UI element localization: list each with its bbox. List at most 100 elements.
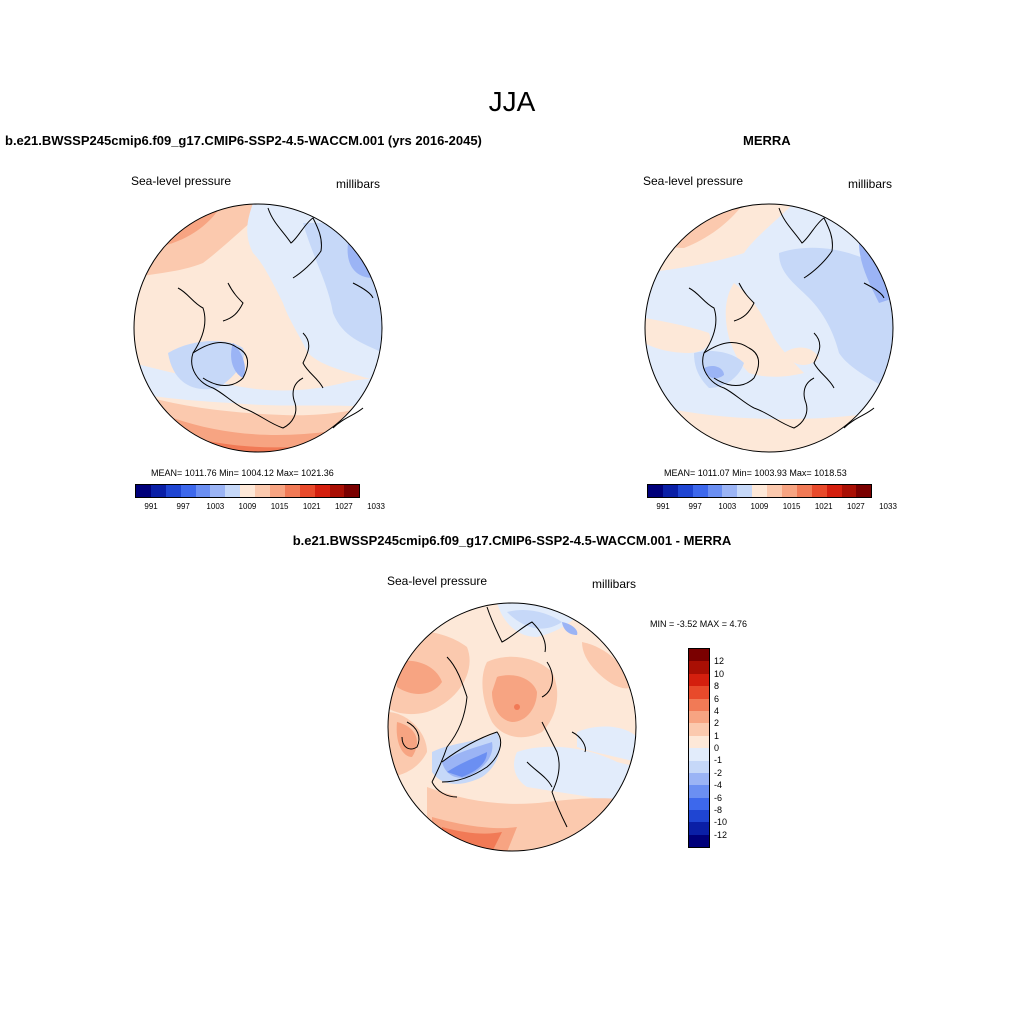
diff-polar-map: [387, 602, 637, 852]
model-colorbar-ticks: 991 997 1003 1009 1015 1021 1027 1033: [135, 502, 385, 512]
colorbar-cell: [689, 810, 709, 823]
colorbar-cell: [136, 485, 151, 497]
colorbar-tick-label: 991: [144, 502, 158, 511]
diff-coastlines: [401, 606, 586, 828]
colorbar-cell: [210, 485, 226, 497]
diff-units-label: millibars: [592, 577, 637, 591]
colorbar-tick-label: 1033: [879, 502, 897, 511]
obs-stats-label: MEAN= 1011.07 Min= 1003.93 Max= 1018.53: [664, 468, 847, 478]
colorbar-tick-label: 1021: [814, 502, 833, 511]
colorbar-cell: [329, 485, 345, 497]
colorbar-level-label: -6: [714, 792, 723, 803]
colorbar-cell: [722, 485, 738, 497]
colorbar-cell: [841, 485, 857, 497]
colorbar-cell: [689, 735, 709, 749]
colorbar-tick-label: 1027: [334, 502, 353, 511]
colorbar-cell: [752, 485, 768, 497]
obs-colorbar: [647, 484, 873, 498]
colorbar-cell: [707, 485, 723, 497]
model-coastlines: [177, 207, 374, 429]
model-panel-title: b.e21.BWSSP245cmip6.f09_g17.CMIP6-SSP2-4…: [5, 133, 482, 148]
colorbar-cell: [689, 797, 709, 811]
colorbar-cell: [689, 649, 709, 662]
colorbar-cell: [225, 485, 241, 497]
colorbar-level-label: -12: [714, 829, 728, 840]
colorbar-cell: [677, 485, 693, 497]
colorbar-level-label: 12: [714, 656, 725, 667]
colorbar-tick-label: 1033: [367, 502, 385, 511]
obs-colorbar-ticks: 991 997 1003 1009 1015 1021 1027 1033: [647, 502, 897, 512]
colorbar-tick-label: 997: [688, 502, 702, 511]
colorbar-level-label: 8: [714, 681, 720, 692]
model-polar-map: [133, 203, 383, 453]
colorbar-cell: [270, 485, 285, 497]
colorbar-cell: [662, 485, 678, 497]
colorbar-cell: [689, 723, 709, 736]
colorbar-cell: [826, 485, 842, 497]
colorbar-cell: [314, 485, 330, 497]
colorbar-level-label: 4: [714, 705, 720, 716]
colorbar-tick-label: 1009: [750, 502, 769, 511]
colorbar-level-label: -4: [714, 780, 723, 791]
colorbar-cell: [811, 485, 827, 497]
colorbar-cell: [689, 686, 709, 699]
colorbar-cell: [689, 822, 709, 835]
diff-colorbar-labels: 12 10 8 6 4 2 1 0 -1 -2 -4 -6 -8 -10 -12: [714, 649, 744, 847]
colorbar-cell: [344, 485, 360, 497]
obs-coastlines: [688, 207, 885, 429]
colorbar-cell: [689, 710, 709, 724]
colorbar-cell: [689, 760, 709, 773]
colorbar-tick-label: 1021: [302, 502, 321, 511]
diff-minmax-label: MIN = -3.52 MAX = 4.76: [650, 619, 748, 629]
colorbar-cell: [692, 485, 708, 497]
obs-variable-label: Sea-level pressure: [643, 174, 744, 188]
colorbar-cell: [299, 485, 315, 497]
diff-variable-label: Sea-level pressure: [387, 574, 488, 588]
colorbar-cell: [767, 485, 783, 497]
colorbar-tick-label: 997: [176, 502, 190, 511]
model-stats-label: MEAN= 1011.76 Min= 1004.12 Max= 1021.36: [151, 468, 334, 478]
colorbar-cell: [180, 485, 196, 497]
diff-panel-title: b.e21.BWSSP245cmip6.f09_g17.CMIP6-SSP2-4…: [292, 533, 732, 548]
colorbar-cell: [689, 785, 709, 798]
colorbar-cell: [689, 698, 709, 711]
colorbar-tick-label: 1003: [206, 502, 225, 511]
colorbar-level-label: 1: [714, 730, 720, 741]
colorbar-tick-label: 991: [656, 502, 670, 511]
obs-polar-map: [644, 203, 894, 453]
colorbar-cell: [240, 485, 256, 497]
colorbar-tick-label: 1003: [718, 502, 737, 511]
diff-colorbar: [688, 648, 710, 849]
colorbar-level-label: 2: [714, 718, 720, 729]
colorbar-cell: [255, 485, 271, 497]
colorbar-cell: [195, 485, 211, 497]
colorbar-cell: [689, 772, 709, 786]
colorbar-cell: [782, 485, 797, 497]
diff-map-border: [387, 602, 637, 852]
colorbar-level-label: -10: [714, 817, 728, 828]
model-units-label: millibars: [336, 177, 381, 191]
obs-panel-title: MERRA: [743, 133, 791, 148]
colorbar-level-label: -1: [714, 755, 723, 766]
colorbar-cell: [689, 748, 709, 761]
colorbar-tick-label: 1009: [238, 502, 257, 511]
colorbar-cell: [648, 485, 663, 497]
colorbar-tick-label: 1015: [270, 502, 289, 511]
colorbar-cell: [737, 485, 753, 497]
colorbar-cell: [165, 485, 181, 497]
colorbar-cell: [689, 661, 709, 674]
colorbar-cell: [689, 834, 709, 848]
colorbar-cell: [284, 485, 300, 497]
colorbar-cell: [856, 485, 872, 497]
model-colorbar: [135, 484, 361, 498]
page-title: JJA: [488, 86, 536, 117]
colorbar-level-label: 0: [714, 743, 720, 753]
colorbar-level-label: -8: [714, 804, 723, 815]
obs-map-border: [644, 203, 894, 453]
colorbar-cell: [150, 485, 166, 497]
obs-units-label: millibars: [848, 177, 893, 191]
colorbar-tick-label: 1027: [846, 502, 865, 511]
colorbar-cell: [689, 673, 709, 687]
colorbar-level-label: -2: [714, 767, 723, 778]
model-map-border: [133, 203, 383, 453]
